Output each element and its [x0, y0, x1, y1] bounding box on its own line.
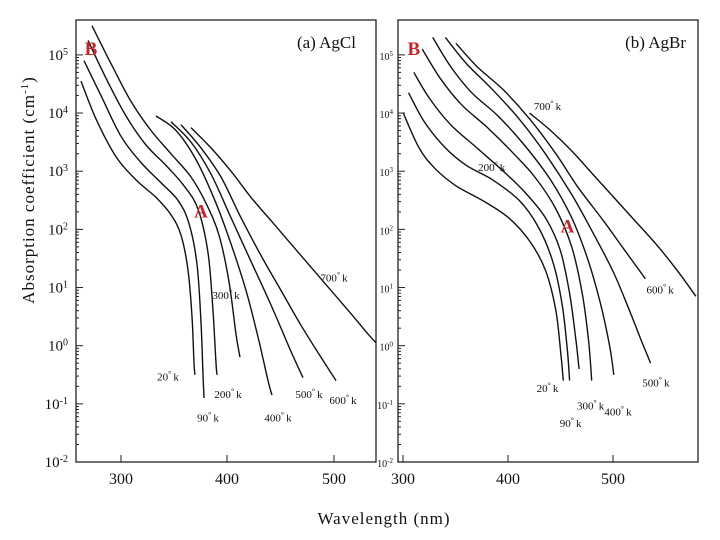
panel-agbr: 10-2 10-1 100 101 102 103 104 105 300 400 500 (b) A…: [377, 19, 699, 488]
agcl-ytick-label: 10-2: [45, 454, 68, 472]
agcl-curve-label: 200° k: [214, 387, 242, 402]
agcl-ytick-label: 10-1: [45, 395, 68, 413]
agcl-xtick-label: 400: [215, 471, 239, 488]
agcl-ytick-label: 100: [48, 337, 68, 355]
agcl-xtick-label: 300: [109, 471, 133, 488]
agcl-curve-600k: [180, 124, 337, 381]
agcl-curve-400k: [155, 115, 273, 396]
agbr-curve-label: 90° k: [560, 416, 582, 431]
agbr-curve-label: 300° k: [577, 398, 605, 413]
agcl-curve-label: 600° k: [329, 392, 357, 407]
agbr-curve-label: 500° k: [642, 375, 670, 390]
agcl-curve-label: 700° k: [320, 270, 348, 285]
agbr-marker-a: A: [561, 216, 575, 237]
agbr-xtick-label: 500: [601, 471, 625, 488]
agbr-curve-label: 700° k: [534, 99, 562, 114]
y-axis-title: Absorption coefficient (cm-1): [19, 76, 38, 304]
agcl-curve-label: 500° k: [295, 387, 323, 402]
agbr-ytick-label: 101: [380, 283, 394, 296]
agbr-curve-label: 200° k: [478, 160, 506, 175]
agcl-ytick-label: 104: [48, 105, 68, 123]
agbr-ytick-label: 10-1: [377, 399, 393, 412]
agcl-curve-500k: [170, 121, 304, 378]
agbr-curve-label: 400° k: [604, 404, 632, 419]
agcl-curve-20k: [80, 80, 196, 375]
agcl-curve-700k: [190, 127, 377, 344]
panel-agcl: 10-2 10-1 100 101 102 103 104 105 300 400 500 (a) A…: [45, 19, 377, 488]
agbr-curve-300k: [421, 48, 593, 381]
agbr-plot-frame: [397, 19, 699, 463]
agcl-ytick-label: 103: [48, 163, 68, 181]
agbr-curve-500k: [444, 36, 652, 364]
agbr-curve-700k: [529, 112, 697, 297]
agcl-ytick-label: 101: [48, 279, 68, 297]
agbr-marker-b: B: [407, 39, 420, 60]
agcl-curve-label: 20° k: [157, 369, 179, 384]
y-axis-title-end: ): [19, 76, 38, 83]
y-axis-title-main: Absorption coefficient (cm: [19, 94, 38, 304]
agcl-ytick-label: 102: [48, 221, 68, 239]
agcl-curve-label: 90° k: [197, 410, 219, 425]
agbr-xtick-label: 400: [496, 471, 520, 488]
agbr-ytick-label: 100: [380, 341, 394, 354]
agcl-curve-200k: [87, 40, 218, 375]
agbr-curve-600k: [455, 42, 646, 280]
y-axis-title-sup: -1: [19, 83, 31, 94]
agbr-curve-90k: [407, 92, 571, 381]
agbr-curve-400k: [432, 37, 615, 375]
agcl-xtick-label: 500: [322, 471, 346, 488]
agbr-curve-label: 600° k: [647, 282, 675, 297]
agcl-plot-frame: [75, 19, 377, 463]
agcl-marker-b: B: [85, 39, 98, 60]
agcl-curve-label: 300° k: [212, 288, 240, 303]
agbr-ytick-label: 103: [380, 166, 394, 179]
agbr-ytick-label: 10-2: [377, 457, 393, 470]
agcl-curve-90k: [83, 60, 205, 399]
agcl-ytick-label: 105: [48, 46, 68, 64]
agbr-panel-title: (b) AgBr: [625, 33, 686, 52]
agcl-panel-title: (a) AgCl: [297, 33, 356, 52]
agcl-curve-label: 400° k: [264, 410, 292, 425]
agbr-ytick-label: 102: [380, 224, 394, 237]
agcl-curve-300k: [91, 25, 241, 358]
agbr-curve-20k: [402, 112, 564, 381]
agbr-curve-200k: [413, 71, 580, 369]
agbr-xtick-label: 300: [391, 471, 415, 488]
agcl-marker-a: A: [194, 202, 208, 223]
agbr-ytick-label: 104: [380, 108, 394, 121]
agbr-curve-label: 20° k: [537, 381, 559, 396]
x-axis-title: Wavelength (nm): [317, 509, 450, 528]
agbr-ytick-label: 105: [380, 50, 394, 63]
